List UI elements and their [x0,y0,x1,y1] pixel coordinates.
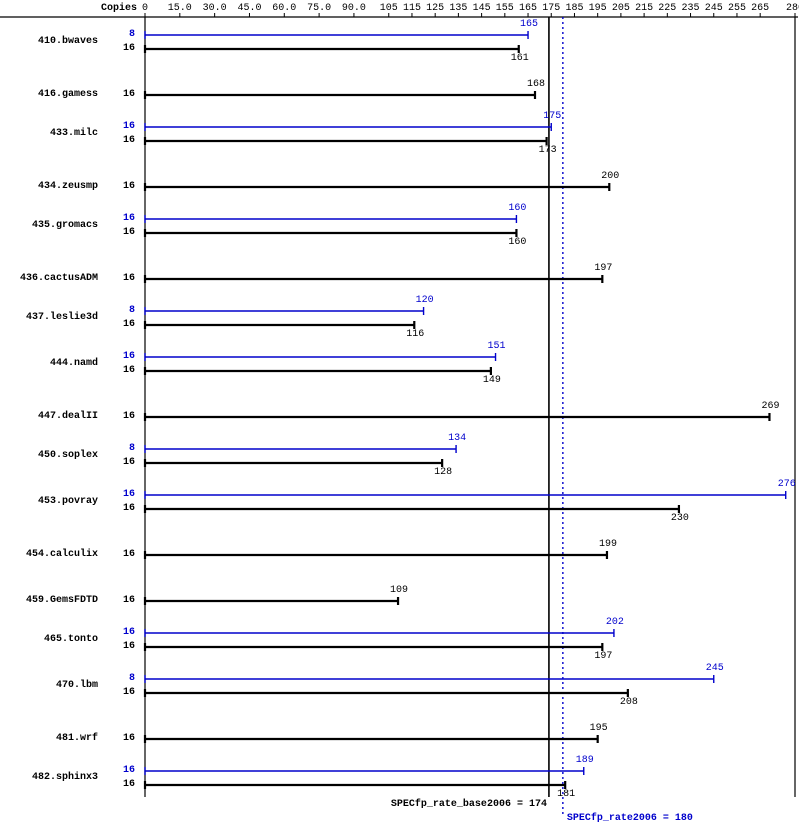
value-label-peak: 202 [606,617,624,628]
copies-label-peak: 16 [0,627,135,638]
axis-tick-label: 280 [786,3,799,14]
axis-tick-label: 255 [728,3,746,14]
copies-label-base: 16 [0,365,135,376]
value-label-base: 199 [599,539,617,550]
copies-label-peak: 16 [0,765,135,776]
value-label-base: 269 [761,401,779,412]
value-label-base: 116 [406,329,424,340]
copies-label-base: 16 [0,641,135,652]
summary-peak-label: SPECfp_rate2006 = 180 [567,813,693,824]
axis-tick-label: 75.0 [307,3,331,14]
axis-tick-label: 195 [589,3,607,14]
axis-tick-label: 115 [403,3,421,14]
value-label-base: 208 [620,697,638,708]
axis-tick-label: 225 [658,3,676,14]
copies-label-base: 16 [0,733,135,744]
copies-label-peak: 16 [0,121,135,132]
value-label-peak: 189 [576,755,594,766]
copies-label-base: 16 [0,227,135,238]
copies-label-peak: 16 [0,351,135,362]
copies-column-header: Copies [101,3,137,14]
axis-tick-label: 125 [426,3,444,14]
value-label-base: 128 [434,467,452,478]
copies-label-peak: 16 [0,213,135,224]
copies-label-base: 16 [0,135,135,146]
axis-tick-label: 175 [542,3,560,14]
copies-label-base: 16 [0,411,135,422]
value-label-base: 200 [601,171,619,182]
copies-label-peak: 8 [0,673,135,684]
copies-label-base: 16 [0,319,135,330]
copies-label-peak: 16 [0,489,135,500]
value-label-peak: 151 [488,341,506,352]
axis-tick-label: 30.0 [203,3,227,14]
value-label-base: 109 [390,585,408,596]
value-label-peak: 276 [778,479,796,490]
value-label-base: 160 [508,237,526,248]
value-label-base: 195 [590,723,608,734]
axis-tick-label: 165 [519,3,537,14]
axis-tick-label: 45.0 [237,3,261,14]
copies-label-base: 16 [0,687,135,698]
value-label-peak: 134 [448,433,466,444]
axis-tick-label: 235 [682,3,700,14]
value-label-base: 181 [557,789,575,800]
copies-label-base: 16 [0,595,135,606]
axis-tick-label: 105 [380,3,398,14]
axis-tick-label: 215 [635,3,653,14]
copies-label-base: 16 [0,779,135,790]
copies-label-peak: 8 [0,305,135,316]
axis-tick-label: 0 [142,3,148,14]
value-label-peak: 165 [520,19,538,30]
copies-label-base: 16 [0,89,135,100]
axis-tick-label: 145 [473,3,491,14]
value-label-base: 173 [539,145,557,156]
axis-tick-label: 60.0 [272,3,296,14]
axis-tick-label: 185 [565,3,583,14]
copies-label-base: 16 [0,503,135,514]
axis-tick-label: 15.0 [168,3,192,14]
axis-tick-label: 155 [496,3,514,14]
value-label-base: 161 [511,53,529,64]
value-label-peak: 175 [543,111,561,122]
axis-tick-label: 90.0 [342,3,366,14]
value-label-base: 197 [594,651,612,662]
axis-tick-label: 245 [705,3,723,14]
axis-tick-label: 135 [449,3,467,14]
copies-label-base: 16 [0,457,135,468]
copies-label-base: 16 [0,43,135,54]
value-label-base: 230 [671,513,689,524]
axis-tick-label: 265 [751,3,769,14]
value-label-peak: 245 [706,663,724,674]
value-label-peak: 120 [416,295,434,306]
copies-label-peak: 8 [0,29,135,40]
value-label-base: 168 [527,79,545,90]
value-label-peak: 160 [508,203,526,214]
axis-tick-label: 205 [612,3,630,14]
copies-label-base: 16 [0,549,135,560]
copies-label-base: 16 [0,273,135,284]
value-label-base: 149 [483,375,501,386]
value-label-base: 197 [594,263,612,274]
summary-base-label: SPECfp_rate_base2006 = 174 [391,799,547,810]
copies-label-base: 16 [0,181,135,192]
copies-label-peak: 8 [0,443,135,454]
